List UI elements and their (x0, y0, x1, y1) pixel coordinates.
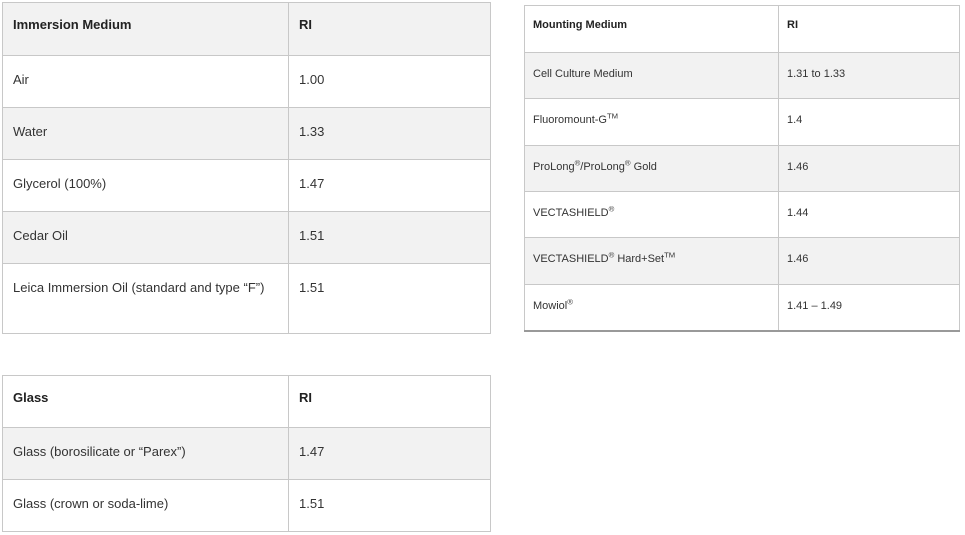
immersion-medium-table: Immersion Medium RI Air 1.00 Water 1.33 Glycer… (2, 2, 491, 334)
medium-name-text: VECTASHIELD (533, 207, 609, 219)
trademark-mark: ® (624, 158, 631, 168)
medium-name-text: Glycerol (100%) (13, 176, 107, 191)
medium-name-text: VECTASHIELD (533, 253, 609, 265)
table-row: Mowiol® 1.41 – 1.49 (524, 284, 960, 332)
table-row: Glass (crown or soda-lime) 1.51 (2, 479, 491, 532)
ri-value-cell: 1.44 (778, 191, 960, 238)
trademark-mark: ® (574, 158, 581, 168)
table-row: Cedar Oil 1.51 (2, 211, 491, 264)
ri-value-cell: 1.47 (288, 427, 491, 480)
column-header-name: Immersion Medium (2, 2, 289, 56)
medium-name-cell: Fluoromount-GTM (524, 98, 779, 146)
medium-name-text: Mowiol (533, 300, 568, 312)
table-row: Water 1.33 (2, 107, 491, 160)
medium-name-text: /ProLong (580, 161, 625, 173)
header-row: Glass RI (2, 375, 491, 428)
column-header-name: Mounting Medium (524, 5, 779, 53)
trademark-mark: TM (664, 250, 676, 260)
medium-name-cell: Glass (borosilicate or “Parex”) (2, 427, 289, 480)
header-row: Mounting Medium RI (524, 5, 960, 53)
medium-name-cell: VECTASHIELD® (524, 191, 779, 238)
trademark-mark: TM (606, 111, 619, 121)
medium-name-cell: Cell Culture Medium (524, 52, 779, 99)
ri-value-cell: 1.51 (288, 211, 491, 264)
medium-name-cell: VECTASHIELD® Hard+SetTM (524, 237, 779, 285)
medium-name-text: Leica Immersion Oil (standard and type “… (13, 280, 265, 295)
ri-value-cell: 1.4 (778, 98, 960, 146)
column-header-ri: RI (288, 375, 491, 428)
column-header-name: Glass (2, 375, 289, 428)
table-row: Air 1.00 (2, 55, 491, 108)
medium-name-text: Water (13, 124, 48, 139)
medium-name-text: Fluoromount-G (533, 114, 607, 126)
trademark-mark: ® (608, 250, 615, 260)
medium-name-cell: Cedar Oil (2, 211, 289, 264)
ri-value-cell: 1.00 (288, 55, 491, 108)
medium-name-text: Glass (borosilicate or “Parex”) (13, 444, 186, 459)
medium-name-cell: Air (2, 55, 289, 108)
table-row: ProLong®/ProLong® Gold 1.46 (524, 145, 960, 192)
trademark-mark: ® (567, 297, 573, 307)
table-row: VECTASHIELD® 1.44 (524, 191, 960, 238)
table-row: Leica Immersion Oil (standard and type “… (2, 263, 491, 334)
medium-name-text: Hard+Set (614, 253, 665, 265)
ri-value-cell: 1.51 (288, 479, 491, 532)
ri-value-cell: 1.46 (778, 145, 960, 192)
column-header-ri: RI (288, 2, 491, 56)
table-row: Glycerol (100%) 1.47 (2, 159, 491, 212)
table-row: VECTASHIELD® Hard+SetTM 1.46 (524, 237, 960, 285)
medium-name-text: Cedar Oil (13, 228, 68, 243)
header-row: Immersion Medium RI (2, 2, 491, 56)
ri-value-cell: 1.51 (288, 263, 491, 334)
ri-value-cell: 1.41 – 1.49 (778, 284, 960, 332)
medium-name-cell: Leica Immersion Oil (standard and type “… (2, 263, 289, 334)
table-row: Fluoromount-GTM 1.4 (524, 98, 960, 146)
medium-name-cell: Glycerol (100%) (2, 159, 289, 212)
medium-name-cell: Glass (crown or soda-lime) (2, 479, 289, 532)
medium-name-text: Glass (crown or soda-lime) (13, 496, 169, 511)
glass-table: Glass RI Glass (borosilicate or “Parex”) 1.… (2, 375, 491, 532)
medium-name-cell: ProLong®/ProLong® Gold (524, 145, 779, 192)
medium-name-cell: Mowiol® (524, 284, 779, 332)
medium-name-text: Cell Culture Medium (533, 68, 633, 80)
medium-name-cell: Water (2, 107, 289, 160)
trademark-mark: ® (608, 204, 615, 214)
table-row: Glass (borosilicate or “Parex”) 1.47 (2, 427, 491, 480)
medium-name-text: Gold (630, 161, 657, 173)
medium-name-text: Air (13, 72, 29, 87)
medium-name-text: ProLong (533, 161, 575, 173)
mounting-medium-table: Mounting Medium RI Cell Culture Medium 1.31… (524, 5, 960, 332)
ri-value-cell: 1.47 (288, 159, 491, 212)
table-row: Cell Culture Medium 1.31 to 1.33 (524, 52, 960, 99)
ri-value-cell: 1.33 (288, 107, 491, 160)
ri-value-cell: 1.31 to 1.33 (778, 52, 960, 99)
column-header-ri: RI (778, 5, 960, 53)
ri-value-cell: 1.46 (778, 237, 960, 285)
